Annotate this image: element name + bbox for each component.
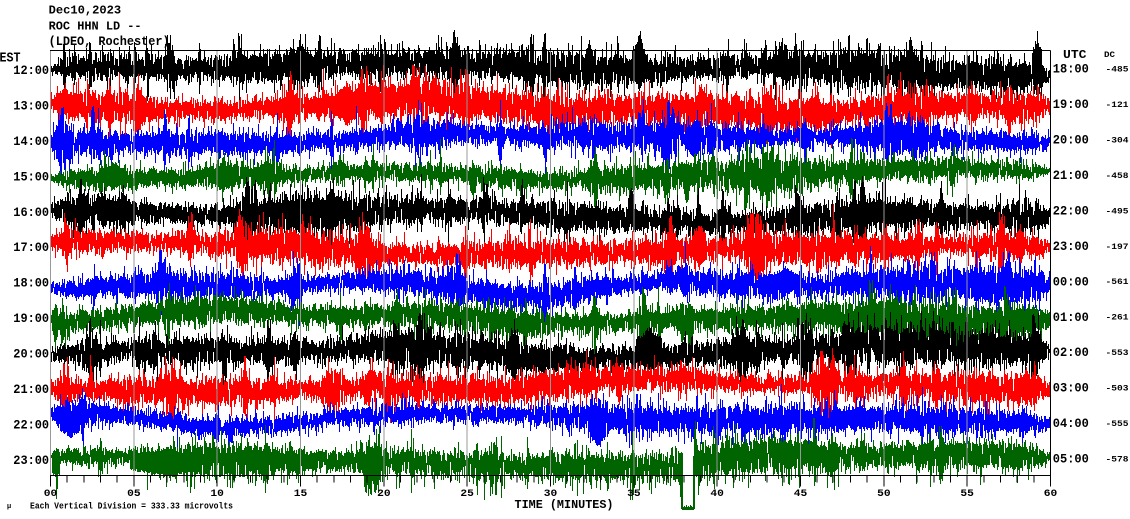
svg-text:22:00: 22:00	[13, 417, 49, 432]
svg-text:19:00: 19:00	[13, 311, 49, 326]
svg-text:-458: -458	[1106, 171, 1129, 181]
svg-text:12:00: 12:00	[13, 63, 49, 78]
svg-text:-495: -495	[1106, 206, 1129, 216]
svg-text:-578: -578	[1106, 454, 1129, 464]
svg-text:-197: -197	[1106, 242, 1129, 252]
svg-text:EST: EST	[0, 51, 21, 66]
svg-text:-485: -485	[1106, 65, 1129, 75]
svg-text:19:00: 19:00	[1053, 97, 1089, 112]
svg-text:05:00: 05:00	[1053, 452, 1089, 467]
svg-text:Dec10,2023: Dec10,2023	[49, 5, 122, 18]
svg-text:45: 45	[794, 488, 808, 500]
svg-text:01:00: 01:00	[1053, 310, 1089, 325]
svg-text:15: 15	[294, 488, 308, 500]
svg-text:23:00: 23:00	[1053, 239, 1089, 254]
svg-text:ROC HHN LD --: ROC HHN LD --	[49, 20, 142, 33]
svg-text:04:00: 04:00	[1053, 416, 1089, 431]
svg-text:TIME (MINUTES): TIME (MINUTES)	[515, 499, 614, 512]
svg-text:55: 55	[960, 488, 974, 500]
svg-text:16:00: 16:00	[13, 205, 49, 220]
svg-text:15:00: 15:00	[13, 169, 49, 184]
svg-text:35: 35	[627, 488, 641, 500]
svg-text:40: 40	[710, 488, 724, 500]
svg-text:20:00: 20:00	[13, 347, 49, 362]
svg-text:22:00: 22:00	[1053, 203, 1089, 218]
svg-text:21:00: 21:00	[1053, 168, 1089, 183]
svg-text:-555: -555	[1106, 419, 1129, 429]
svg-text:10: 10	[210, 488, 224, 500]
svg-text:-121: -121	[1106, 100, 1129, 110]
svg-text:-561: -561	[1106, 277, 1129, 287]
svg-text:00:00: 00:00	[1053, 274, 1089, 289]
svg-text:00: 00	[44, 488, 58, 500]
svg-text:30: 30	[544, 488, 558, 500]
svg-text:60: 60	[1044, 488, 1058, 500]
svg-text:Each Vertical Division = 333.: Each Vertical Division = 333.33 microvol…	[30, 502, 233, 512]
svg-text:02:00: 02:00	[1053, 345, 1089, 360]
svg-text:-304: -304	[1106, 135, 1129, 145]
svg-text:-261: -261	[1106, 313, 1129, 323]
svg-text:13:00: 13:00	[13, 98, 49, 113]
svg-text:25: 25	[460, 488, 474, 500]
svg-text:DC: DC	[1104, 50, 1115, 60]
svg-text:21:00: 21:00	[13, 382, 49, 397]
svg-text:50: 50	[877, 488, 891, 500]
svg-text:23:00: 23:00	[13, 453, 49, 468]
svg-text:20:00: 20:00	[1053, 133, 1089, 148]
svg-text:-503: -503	[1106, 384, 1129, 394]
svg-text:17:00: 17:00	[13, 240, 49, 255]
svg-text:18:00: 18:00	[13, 276, 49, 291]
svg-text:UTC: UTC	[1063, 49, 1087, 62]
svg-text:-553: -553	[1106, 348, 1129, 358]
svg-text:20: 20	[377, 488, 391, 500]
svg-text:05: 05	[127, 488, 141, 500]
svg-text:14:00: 14:00	[13, 134, 49, 149]
svg-text:µ: µ	[7, 503, 11, 511]
svg-text:03:00: 03:00	[1053, 381, 1089, 396]
svg-text:(LDEO, Rochester): (LDEO, Rochester)	[49, 35, 170, 49]
svg-text:18:00: 18:00	[1053, 62, 1089, 77]
